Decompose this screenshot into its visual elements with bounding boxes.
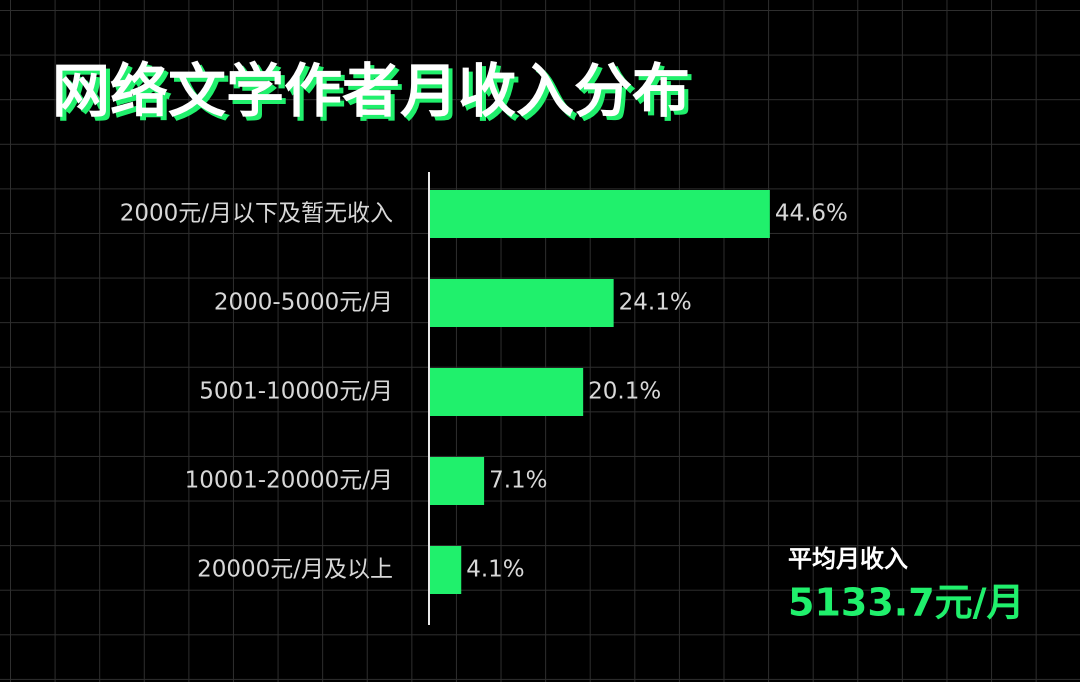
category-label: 2000元/月以下及暂无收入 [120,201,393,227]
annotation-label: 平均月收入 [788,545,908,573]
category-label: 5001-10000元/月 [199,379,393,405]
value-label: 24.1% [619,290,692,316]
bar [430,457,485,505]
category-label: 20000元/月及以上 [197,557,393,583]
annotation-value: 5133.7元/月 [788,581,1025,625]
bar [430,279,614,327]
category-label: 2000-5000元/月 [214,290,393,316]
chart-title: 网络文学作者月收入分布 [52,57,690,125]
bar [430,368,584,416]
value-label: 44.6% [775,201,848,227]
value-label: 20.1% [588,379,661,405]
value-label: 4.1% [466,557,524,583]
value-label: 7.1% [489,468,547,494]
bar [430,546,462,594]
bar [430,190,770,238]
category-label: 10001-20000元/月 [185,468,393,494]
chart-title-shadow: 网络文学作者月收入分布 [56,61,694,129]
